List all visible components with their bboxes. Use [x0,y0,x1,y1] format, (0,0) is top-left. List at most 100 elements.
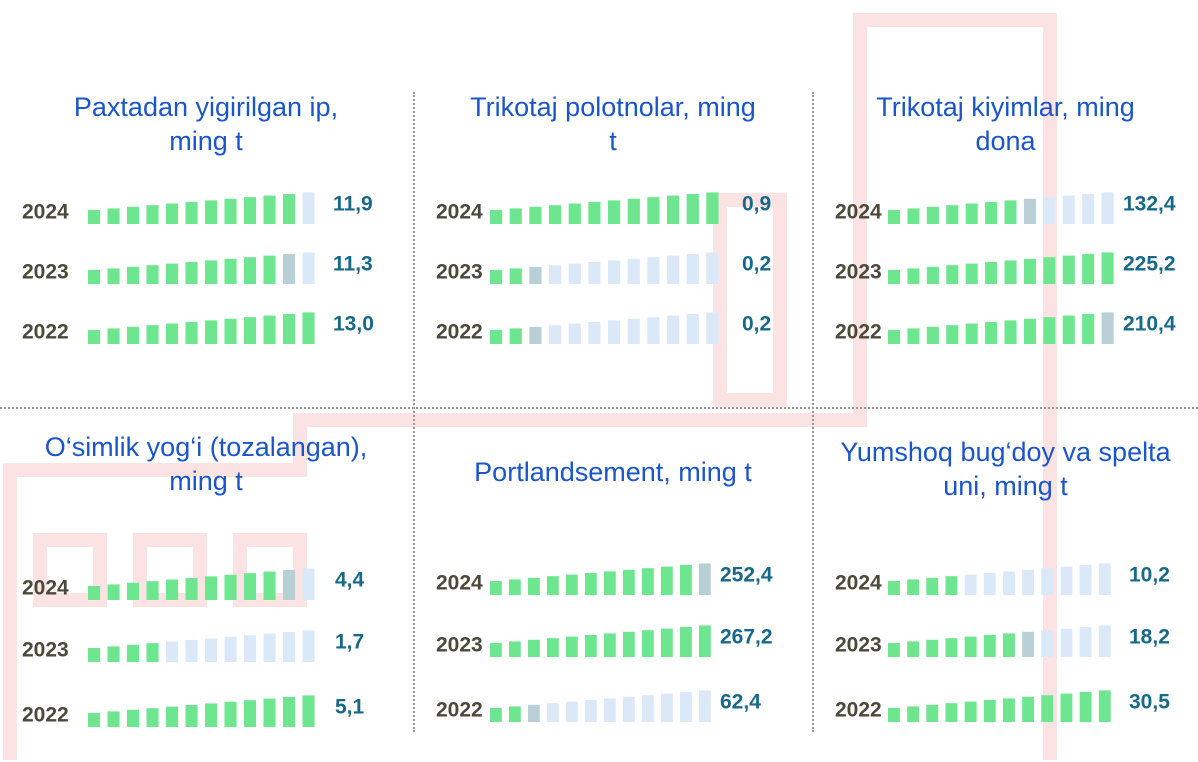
bar-segment [1022,697,1034,722]
bar-segment [566,575,578,595]
bar-segment [264,699,276,727]
bar-segment [907,706,919,722]
bar [490,563,711,595]
bar [88,630,315,662]
bar-segment [283,570,295,600]
chart-panel: Yumshoq bug‘doy va spelta uni, ming t202… [813,0,1198,762]
bar-segment [88,648,100,662]
bar-segment [699,690,711,722]
value-label: 252,4 [720,564,773,587]
value-label: 1,7 [335,631,364,654]
bar-segment [585,635,597,657]
bar-segment [888,643,900,657]
bar-segment [509,641,521,657]
page: Paxtadan yigirilgan ip, ming t202411,920… [0,0,1198,762]
bar-segment [147,643,159,662]
chart-panel: Portlandsement, ming t2024252,42023267,2… [414,0,812,762]
bar-segment [926,640,938,657]
bar-segment [509,706,521,722]
bar-segment [264,634,276,662]
bar [490,625,711,657]
bar-segment [888,581,900,595]
bar-segment [1061,567,1073,595]
bar-segment [244,635,256,662]
bar-segment [108,646,120,662]
year-label: 2024 [436,572,483,595]
bar-segment [225,702,237,727]
year-label: 2022 [436,699,483,722]
bar-segment [1080,692,1092,722]
year-label: 2022 [835,699,882,722]
bar-segment [661,629,673,657]
bar-segment [127,710,139,727]
bar-segment [1061,629,1073,657]
bar-segment [680,565,692,595]
bar [888,563,1111,595]
bar-segment [604,633,616,657]
bar-segment [147,708,159,727]
bar-segment [547,703,559,722]
chart-panel: O‘simlik yog‘i (tozalangan), ming t20244… [0,0,412,762]
bar-segment [108,711,120,727]
bar-segment [225,575,237,600]
year-label: 2023 [22,639,69,662]
bar-segment [965,702,977,722]
bar-segment [1003,698,1015,722]
bar-segment [680,692,692,722]
bar-segment [888,708,900,722]
bar-segment [1080,627,1092,657]
bar-segment [604,571,616,595]
bar-segment [1003,571,1015,595]
bar-segment [490,643,502,657]
value-label: 267,2 [720,626,773,649]
bar-segment [303,568,315,600]
bar-segment [623,697,635,722]
value-label: 5,1 [335,696,365,719]
bar-segment [205,638,217,662]
bar-segment [1080,565,1092,595]
bar-segment [984,635,996,657]
bar-segment [642,568,654,595]
bar-segment [528,578,540,595]
bar-segment [1041,695,1053,722]
bar-segment [244,573,256,600]
bar-segment [166,580,178,600]
bar-segment [1099,625,1111,657]
bar-segment [566,637,578,657]
bar-segment [205,703,217,727]
bar-segment [490,581,502,595]
bar-segment [509,579,521,595]
bar-segment [303,695,315,727]
bar-segment [623,632,635,657]
bar-segment [984,573,996,595]
value-label: 10,2 [1129,564,1170,587]
bar-segment [946,576,958,595]
bar-segment [946,703,958,722]
bar-segment [680,627,692,657]
bar-segment [528,705,540,722]
year-label: 2023 [436,634,483,657]
bar-segment [547,638,559,657]
bar [88,695,315,727]
bar-segment [88,586,100,600]
bar-segment [147,581,159,600]
bar-segment [303,630,315,662]
bar-segment [225,637,237,662]
bar [490,690,711,722]
bar-segment [127,583,139,600]
bar-segment [1061,694,1073,722]
bar-segment [244,700,256,727]
bar-segment [984,700,996,722]
bar-segment [1041,568,1053,595]
bar-segment [585,700,597,722]
bar-segment [642,695,654,722]
bar-segment [699,563,711,595]
year-label: 2023 [835,634,882,657]
bar-segment [108,584,120,600]
bar-segment [528,640,540,657]
bar-segment [907,579,919,595]
bar-segment [623,570,635,595]
bar-segment [205,576,217,600]
bar-segment [965,575,977,595]
bar-segment [907,641,919,657]
